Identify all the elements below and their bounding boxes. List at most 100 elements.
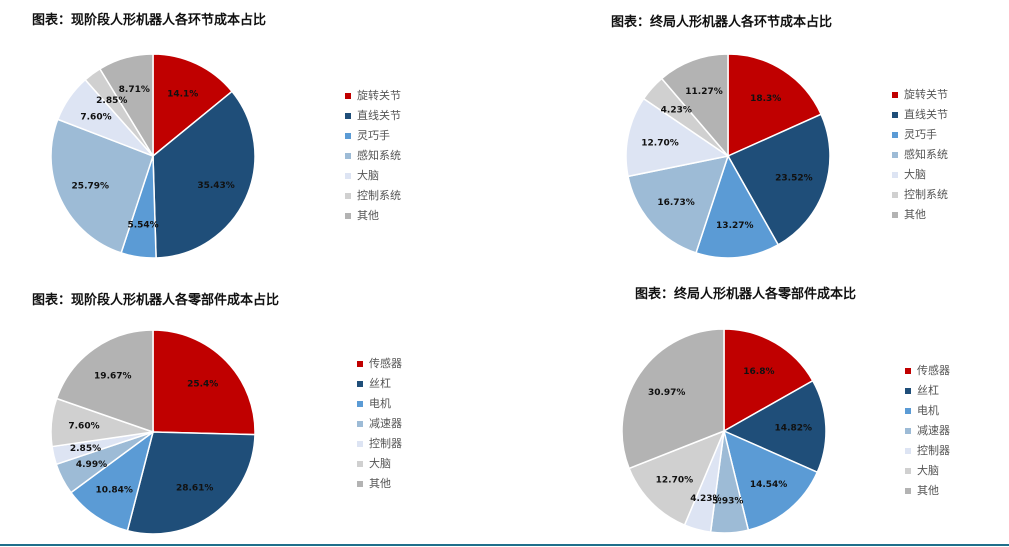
data-label-减速器: 4.99% [76, 460, 107, 470]
pie-slice-直线关节 [726, 113, 831, 246]
data-label-感知系统: 16.73% [657, 198, 695, 208]
legend-label: 大脑 [917, 464, 939, 477]
legend-1: 旋转关节直线关节灵巧手感知系统大脑控制系统其他 [345, 86, 401, 226]
legend-swatch [892, 192, 898, 198]
data-label-电机: 14.54% [750, 480, 788, 490]
legend-swatch [905, 388, 911, 394]
legend-label: 灵巧手 [904, 128, 937, 141]
chart-title-3: 图表：现阶段人形机器人各零部件成本占比 [32, 293, 280, 308]
legend-item-灵巧手: 灵巧手 [892, 125, 948, 145]
chart-title-2: 图表：终局人形机器人各环节成本占比 [611, 15, 833, 30]
legend-swatch [892, 92, 898, 98]
legend-swatch [357, 421, 363, 427]
legend-item-大脑: 大脑 [892, 165, 948, 185]
data-label-丝杠: 14.82% [775, 424, 813, 434]
legend-item-感知系统: 感知系统 [892, 145, 948, 165]
legend-item-其他: 其他 [345, 206, 401, 226]
pie-slice-丝杠 [722, 379, 827, 474]
data-label-大脑: 12.70% [641, 138, 679, 148]
legend-item-其他: 其他 [892, 205, 948, 225]
legend-item-丝杠: 丝杠 [357, 374, 402, 394]
pie-slice-其他 [660, 53, 729, 159]
chart-title-1: 图表：现阶段人形机器人各环节成本占比 [32, 13, 267, 28]
pie-slice-旋转关节 [152, 53, 234, 158]
legend-label: 旋转关节 [357, 89, 401, 102]
legend-label: 减速器 [917, 424, 950, 437]
legend-swatch [892, 172, 898, 178]
legend-label: 感知系统 [904, 148, 948, 161]
pie-slice-大脑 [625, 97, 730, 178]
data-label-减速器: 5.93% [712, 496, 743, 506]
legend-label: 旋转关节 [904, 88, 948, 101]
pie-slice-大脑 [628, 429, 726, 527]
legend-swatch [905, 468, 911, 474]
pie-slice-其他 [55, 329, 154, 434]
legend-item-灵巧手: 灵巧手 [345, 126, 401, 146]
data-label-电机: 10.84% [95, 486, 133, 496]
legend-item-其他: 其他 [357, 474, 402, 494]
legend-swatch [892, 212, 898, 218]
legend-item-大脑: 大脑 [345, 166, 401, 186]
legend-swatch [892, 132, 898, 138]
data-label-灵巧手: 5.54% [127, 221, 158, 231]
legend-label: 直线关节 [904, 108, 948, 121]
legend-label: 其他 [357, 209, 379, 222]
pie-slice-传感器 [723, 328, 814, 433]
legend-label: 大脑 [904, 168, 926, 181]
legend-3: 传感器丝杠电机减速器控制器大脑其他 [357, 354, 402, 494]
legend-item-旋转关节: 旋转关节 [892, 85, 948, 105]
legend-label: 其他 [369, 477, 391, 490]
legend-swatch [357, 441, 363, 447]
data-label-其他: 19.67% [94, 372, 132, 382]
legend-item-控制器: 控制器 [357, 434, 402, 454]
pie-slice-电机 [69, 430, 155, 532]
legend-item-传感器: 传感器 [905, 361, 950, 381]
legend-swatch [892, 152, 898, 158]
data-label-旋转关节: 18.3% [750, 94, 781, 104]
legend-label: 传感器 [369, 357, 402, 370]
data-label-控制系统: 2.85% [96, 96, 127, 106]
legend-swatch [357, 361, 363, 367]
legend-item-电机: 电机 [357, 394, 402, 414]
legend-item-旋转关节: 旋转关节 [345, 86, 401, 106]
legend-item-电机: 电机 [905, 401, 950, 421]
data-label-传感器: 16.8% [743, 367, 774, 377]
legend-label: 控制系统 [904, 188, 948, 201]
legend-label: 感知系统 [357, 149, 401, 162]
legend-4: 传感器丝杠电机减速器控制器大脑其他 [905, 361, 950, 501]
legend-label: 电机 [917, 404, 939, 417]
data-label-丝杠: 28.61% [176, 483, 214, 493]
pie-slice-电机 [722, 429, 819, 531]
pie-slice-感知系统 [627, 155, 730, 254]
data-label-控制器: 4.23% [690, 494, 721, 504]
legend-item-直线关节: 直线关节 [345, 106, 401, 126]
legend-label: 直线关节 [357, 109, 401, 122]
pie-slice-灵巧手 [695, 154, 780, 259]
data-label-直线关节: 23.52% [775, 174, 813, 184]
data-label-控制系统: 4.23% [661, 106, 692, 116]
legend-item-控制系统: 控制系统 [345, 186, 401, 206]
pie-slice-旋转关节 [727, 53, 823, 158]
legend-item-控制器: 控制器 [905, 441, 950, 461]
legend-item-其他: 其他 [905, 481, 950, 501]
data-label-其他: 8.71% [119, 85, 150, 95]
legend-swatch [905, 428, 911, 434]
legend-label: 大脑 [369, 457, 391, 470]
pie-chart-2: 18.3% 23.52% 13.27% 16.73% 12.70% 4.23% 11.27% [625, 53, 831, 259]
legend-label: 丝杠 [369, 377, 391, 390]
legend-label: 大脑 [357, 169, 379, 182]
data-label-传感器: 25.4% [187, 380, 218, 390]
legend-swatch [905, 488, 911, 494]
legend-label: 其他 [917, 484, 939, 497]
data-label-大脑: 12.70% [656, 476, 694, 486]
pie-slice-直线关节 [152, 90, 256, 259]
pie-chart-1: 14.1% 35.43% 5.54% 25.79% 7.60% 2.85%8.71% [50, 53, 256, 259]
pie-slice-其他 [621, 328, 725, 470]
legend-item-控制系统: 控制系统 [892, 185, 948, 205]
legend-swatch [905, 368, 911, 374]
legend-label: 灵巧手 [357, 129, 390, 142]
legend-item-感知系统: 感知系统 [345, 146, 401, 166]
legend-label: 丝杠 [917, 384, 939, 397]
pie-chart-4: 16.8% 14.82% 14.54% 5.93%4.23% 12.70% 30.97% [621, 328, 827, 534]
legend-label: 减速器 [369, 417, 402, 430]
